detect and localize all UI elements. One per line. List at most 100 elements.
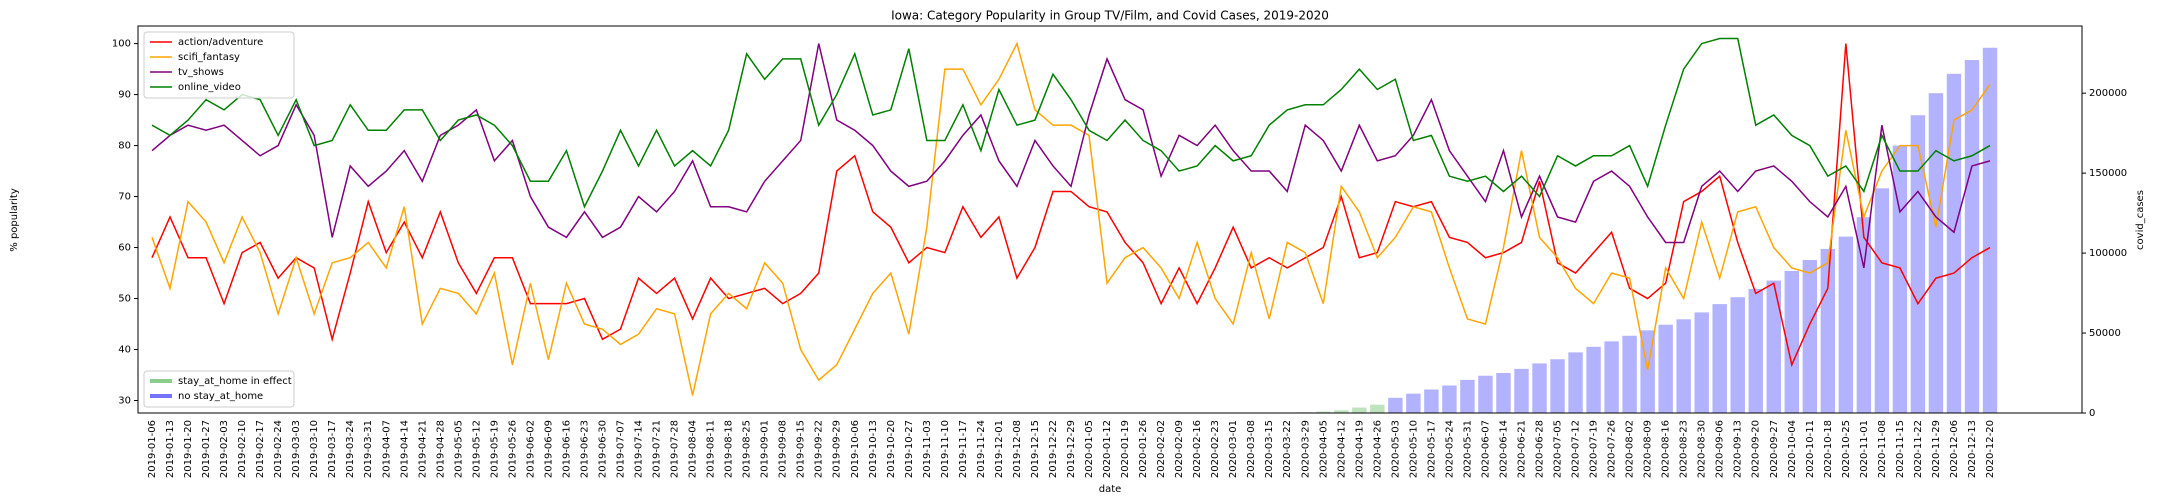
y2-tick-label: 200000 <box>2089 88 2127 99</box>
x-tick-label: 2020-03-08 <box>1246 420 1257 478</box>
bar <box>1946 73 1962 413</box>
bar <box>1496 373 1511 413</box>
x-tick-label: 2019-03-31 <box>363 420 374 478</box>
x-tick-label: 2019-12-01 <box>994 420 1005 478</box>
x-tick-label: 2020-08-02 <box>1625 420 1636 478</box>
bar <box>1370 404 1385 413</box>
bar <box>1928 93 1944 414</box>
y-tick-label: 80 <box>118 141 131 152</box>
bar <box>1550 359 1565 413</box>
x-tick-label: 2020-03-29 <box>1300 420 1311 478</box>
y-tick-label: 70 <box>118 192 131 203</box>
bar <box>1964 60 1980 413</box>
bar <box>1532 363 1547 413</box>
bar <box>1856 217 1872 413</box>
x-tick-label: 2020-07-05 <box>1553 420 1564 478</box>
bar <box>1424 389 1439 413</box>
x-tick-label: 2020-10-04 <box>1787 420 1798 478</box>
x-tick-label: 2019-09-01 <box>760 420 771 478</box>
x-tick-label: 2019-08-04 <box>688 420 699 478</box>
y-tick-label: 100 <box>112 39 131 50</box>
x-tick-label: 2019-01-27 <box>201 420 212 478</box>
bar <box>1892 145 1908 414</box>
x-tick-label: 2019-04-07 <box>381 420 392 478</box>
x-tick-label: 2019-07-07 <box>616 420 627 478</box>
legend-box <box>143 370 295 408</box>
x-tick-label: 2019-05-26 <box>507 420 518 478</box>
x-tick-label: 2020-04-26 <box>1372 420 1383 478</box>
bar <box>1388 397 1403 413</box>
y-tick-label: 30 <box>118 396 131 407</box>
bar <box>1604 341 1619 413</box>
x-tick-label: 2019-04-14 <box>399 420 410 478</box>
x-tick-label: 2020-03-22 <box>1282 420 1293 478</box>
chart-title: Iowa: Category Popularity in Group TV/Fi… <box>891 9 1329 23</box>
bar <box>1316 411 1331 413</box>
x-tick-label: 2019-07-14 <box>634 420 645 478</box>
bar <box>1622 335 1637 413</box>
x-tick-label: 2019-01-06 <box>147 420 158 478</box>
x-tick-label: 2020-04-19 <box>1354 420 1365 478</box>
x-tick-label: 2019-01-13 <box>165 420 176 478</box>
bar <box>1802 259 1818 413</box>
bar <box>1460 379 1475 413</box>
x-tick-label: 2019-12-15 <box>1030 420 1041 478</box>
x-tick-label: 2020-05-10 <box>1408 420 1419 478</box>
bar <box>1676 319 1691 413</box>
legend-label: scifi_fantasy <box>178 52 240 63</box>
bar <box>1568 352 1583 413</box>
y-tick-label: 50 <box>118 294 131 305</box>
legend-label: stay_at_home in effect <box>178 376 292 387</box>
x-tick-label: 2019-03-17 <box>327 420 338 478</box>
x-tick-label: 2019-08-18 <box>724 420 735 478</box>
legend-label: no stay_at_home <box>178 391 263 402</box>
x-tick-label: 2019-11-03 <box>922 420 933 478</box>
x-tick-label: 2020-02-23 <box>1210 420 1221 478</box>
x-tick-label: 2019-12-29 <box>1066 420 1077 478</box>
x-tick-label: 2020-11-08 <box>1877 420 1888 478</box>
x-tick-label: 2020-07-26 <box>1607 420 1618 478</box>
x-tick-label: 2020-09-06 <box>1715 420 1726 478</box>
x-tick-label: 2020-04-05 <box>1318 420 1329 478</box>
x-tick-label: 2019-02-10 <box>237 420 248 478</box>
x-tick-label: 2020-09-13 <box>1733 420 1744 478</box>
bar <box>1712 304 1727 413</box>
bar <box>1586 346 1601 413</box>
x-tick-label: 2020-08-09 <box>1643 420 1654 478</box>
x-tick-label: 2019-01-20 <box>183 420 194 478</box>
line <box>151 43 1991 368</box>
bar <box>1748 288 1763 413</box>
x-tick-label: 2020-10-11 <box>1805 420 1816 478</box>
line <box>151 37 1991 209</box>
x-tick-label: 2019-09-08 <box>778 420 789 478</box>
bar <box>1838 236 1854 413</box>
x-tick-label: 2020-07-12 <box>1571 420 1582 478</box>
x-tick-label: 2019-06-02 <box>525 420 536 478</box>
bar <box>1406 393 1421 413</box>
x-tick-label: 2019-09-22 <box>814 420 825 478</box>
x-tick-label: 2019-03-24 <box>345 420 356 478</box>
x-tick-label: 2020-03-15 <box>1264 420 1275 478</box>
x-tick-label: 2019-05-05 <box>453 420 464 478</box>
line <box>151 41 1991 396</box>
x-tick-label: 2020-06-14 <box>1498 420 1509 478</box>
y2-tick-label: 150000 <box>2089 168 2127 179</box>
bar <box>1910 115 1926 413</box>
x-tick-label: 2020-01-19 <box>1120 420 1131 478</box>
y-tick-label: 40 <box>118 345 131 356</box>
x-tick-label: 2020-03-01 <box>1228 420 1239 478</box>
x-tick-label: 2019-06-09 <box>543 420 554 478</box>
bar <box>1982 47 1998 414</box>
x-tick-label: 2019-11-17 <box>958 420 969 478</box>
x-tick-label: 2019-05-12 <box>471 420 482 478</box>
x-tick-label: 2019-02-24 <box>273 420 284 478</box>
x-tick-label: 2020-11-01 <box>1859 420 1870 478</box>
x-tick-label: 2020-10-18 <box>1823 420 1834 478</box>
x-tick-label: 2020-08-23 <box>1679 420 1690 478</box>
legend-box <box>143 31 295 99</box>
x-tick-label: 2020-06-28 <box>1535 420 1546 478</box>
x-tick-label: 2020-08-16 <box>1661 420 1672 478</box>
bar <box>1478 375 1493 413</box>
x-tick-label: 2020-05-03 <box>1390 420 1401 478</box>
x-tick-label: 2020-05-24 <box>1444 420 1455 478</box>
